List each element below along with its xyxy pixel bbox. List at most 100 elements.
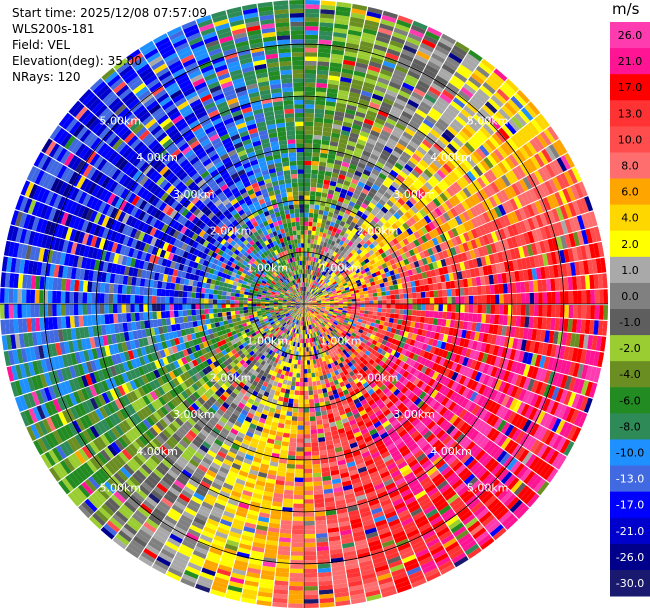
gate-cell bbox=[314, 286, 318, 291]
gate-cell bbox=[469, 206, 479, 218]
gate-cell bbox=[399, 53, 414, 62]
gate-cell bbox=[525, 257, 532, 269]
gate-cell bbox=[584, 244, 592, 260]
gate-cell bbox=[413, 239, 421, 247]
gate-cell bbox=[282, 223, 288, 229]
gate-cell bbox=[595, 258, 602, 274]
gate-cell bbox=[305, 265, 309, 270]
gate-cell bbox=[333, 209, 340, 215]
gate-cell bbox=[312, 222, 317, 227]
gate-cell bbox=[121, 284, 127, 294]
gate-cell bbox=[497, 177, 508, 189]
gate-cell bbox=[402, 288, 408, 294]
gate-cell bbox=[221, 308, 227, 313]
gate-cell bbox=[380, 287, 386, 292]
gate-cell bbox=[444, 146, 455, 157]
gate-cell bbox=[47, 290, 53, 304]
gate-cell bbox=[362, 272, 368, 278]
gate-cell bbox=[574, 261, 581, 276]
gate-cell bbox=[178, 316, 184, 324]
gate-cell bbox=[516, 258, 523, 270]
gate-cell bbox=[564, 219, 573, 234]
gate-cell bbox=[511, 282, 517, 294]
gate-cell bbox=[385, 236, 392, 243]
gate-cell bbox=[305, 296, 308, 301]
gate-cell bbox=[511, 223, 519, 236]
gate-cell bbox=[542, 197, 552, 211]
gate-cell bbox=[441, 282, 447, 290]
gate-cell bbox=[417, 273, 423, 280]
gate-cell bbox=[482, 123, 495, 136]
gate-cell bbox=[338, 300, 343, 303]
gate-cell bbox=[316, 82, 328, 88]
gate-cell bbox=[380, 168, 390, 177]
gate-cell bbox=[395, 122, 407, 131]
gate-cell bbox=[334, 159, 343, 166]
gate-cell bbox=[295, 130, 304, 135]
gate-cell bbox=[338, 302, 344, 304]
gate-cell bbox=[468, 98, 482, 111]
gate-cell bbox=[518, 270, 525, 282]
gate-cell bbox=[313, 239, 318, 245]
gate-cell bbox=[260, 299, 266, 302]
gate-cell bbox=[504, 121, 517, 135]
gate-cell bbox=[546, 279, 552, 292]
gate-cell bbox=[446, 289, 452, 297]
gate-cell bbox=[386, 48, 401, 57]
gate-cell bbox=[446, 82, 460, 94]
gate-cell bbox=[543, 211, 552, 225]
gate-cell bbox=[448, 52, 463, 64]
gate-cell bbox=[244, 291, 249, 295]
gate-cell bbox=[438, 135, 450, 146]
gate-cell bbox=[332, 262, 337, 267]
gate-cell bbox=[288, 226, 293, 232]
gate-cell bbox=[493, 179, 504, 192]
gate-cell bbox=[332, 293, 338, 297]
gate-cell bbox=[4, 288, 10, 303]
gate-cell bbox=[349, 132, 359, 139]
gate-cell bbox=[347, 246, 354, 253]
gate-cell bbox=[416, 298, 422, 304]
gate-cell bbox=[17, 289, 23, 303]
gate-cell bbox=[322, 232, 327, 238]
gate-cell bbox=[312, 152, 320, 158]
gate-cell bbox=[314, 276, 318, 281]
gate-cell bbox=[441, 132, 453, 143]
gate-cell bbox=[165, 296, 170, 304]
gate-cell bbox=[534, 200, 544, 214]
gate-cell bbox=[469, 182, 479, 193]
gate-cell bbox=[419, 142, 430, 153]
gate-cell bbox=[362, 86, 374, 94]
gate-cell bbox=[315, 248, 319, 254]
gate-cell bbox=[572, 216, 581, 231]
gate-cell bbox=[0, 288, 5, 303]
gate-cell bbox=[285, 183, 292, 189]
gate-cell bbox=[424, 181, 434, 191]
gate-cell bbox=[520, 257, 527, 270]
gate-cell bbox=[315, 191, 322, 197]
gate-cell bbox=[26, 304, 31, 318]
gate-cell bbox=[322, 289, 327, 294]
gate-cell bbox=[477, 202, 486, 214]
gate-cell bbox=[463, 83, 477, 95]
gate-cell bbox=[315, 296, 320, 299]
gate-cell bbox=[431, 219, 440, 228]
gate-cell bbox=[305, 26, 319, 31]
gate-cell bbox=[346, 144, 355, 152]
gate-cell bbox=[170, 317, 176, 325]
gate-cell bbox=[311, 284, 314, 289]
gate-cell bbox=[416, 50, 431, 61]
gate-cell bbox=[286, 236, 291, 241]
gate-cell bbox=[235, 314, 241, 319]
gate-cell bbox=[152, 288, 158, 296]
gate-cell bbox=[369, 259, 376, 265]
gate-cell bbox=[380, 19, 396, 28]
gate-cell bbox=[91, 281, 97, 293]
gate-cell bbox=[428, 221, 436, 231]
gate-cell bbox=[308, 292, 312, 297]
gate-cell bbox=[419, 76, 433, 86]
gate-cell bbox=[391, 181, 400, 190]
gate-cell bbox=[478, 225, 487, 236]
gate-cell bbox=[375, 284, 381, 289]
gate-cell bbox=[341, 161, 350, 168]
